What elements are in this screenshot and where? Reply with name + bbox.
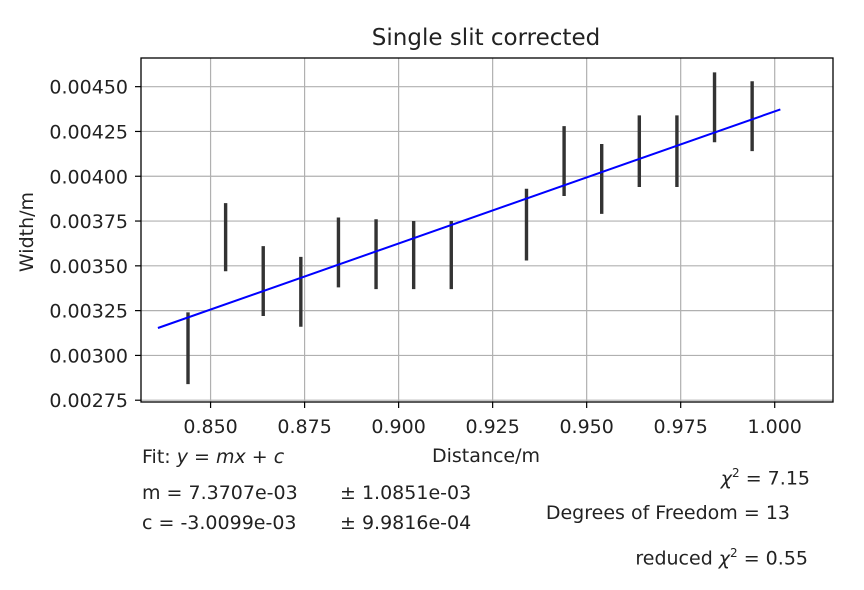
x-tick-label: 0.925	[465, 416, 519, 438]
y-axis-label: Width/m	[16, 192, 38, 272]
fit-line-group	[157, 108, 781, 329]
reduced-chi-squared: reduced χ2 = 0.55	[635, 546, 808, 569]
y-tick-label: 0.00425	[49, 121, 128, 143]
chi-superscript: 2	[732, 466, 740, 480]
x-tick-label: 0.900	[371, 416, 425, 438]
y-tick-labels: 0.00275 0.00300 0.00325 0.00350 0.00375 0.004…	[49, 77, 128, 413]
y-tick-label: 0.00350	[49, 256, 128, 278]
reduced-chi-symbol: χ	[718, 547, 731, 570]
reduced-chi-superscript: 2	[730, 546, 738, 560]
grid	[141, 58, 833, 402]
chi-symbol: χ	[720, 467, 733, 490]
intercept-value: c = -3.0099e-03	[142, 512, 297, 534]
reduced-chi-value: = 0.55	[737, 547, 808, 570]
x-tick-label: 0.875	[277, 416, 331, 438]
x-tick-label: 0.850	[183, 416, 237, 438]
fit-prefix: Fit:	[142, 446, 177, 468]
x-tick-labels: 0.850 0.875 0.900 0.925 0.950 0.975 1.000	[183, 416, 802, 438]
y-tick-label: 0.00450	[49, 77, 128, 99]
fit-line	[157, 108, 781, 329]
slope-value: m = 7.3707e-03	[142, 482, 298, 504]
y-tick-label: 0.00325	[49, 301, 128, 323]
chi-value: = 7.15	[739, 467, 810, 490]
fit-label: Fit: y = mx + c	[142, 446, 284, 468]
tick-marks	[135, 86, 776, 408]
y-tick-label: 0.00400	[49, 166, 128, 188]
x-axis-label: Distance/m	[432, 445, 540, 467]
y-tick-label: 0.00300	[49, 345, 128, 367]
x-tick-label: 1.000	[748, 416, 802, 438]
y-tick-label: 0.00275	[49, 390, 128, 412]
chart-title: Single slit corrected	[372, 25, 600, 51]
intercept-error: ± 9.9816e-04	[340, 512, 472, 534]
slope-error: ± 1.0851e-03	[340, 482, 472, 504]
error-bars	[186, 72, 754, 385]
y-tick-label: 0.00375	[49, 211, 128, 233]
fit-equation: y = mx + c	[176, 446, 285, 468]
plot-frame	[140, 57, 834, 403]
degrees-of-freedom: Degrees of Freedom = 13	[545, 502, 790, 524]
chi-squared: χ2 = 7.15	[721, 466, 810, 489]
reduced-prefix: reduced	[635, 547, 719, 570]
x-tick-label: 0.950	[559, 416, 613, 438]
x-tick-label: 0.975	[653, 416, 707, 438]
